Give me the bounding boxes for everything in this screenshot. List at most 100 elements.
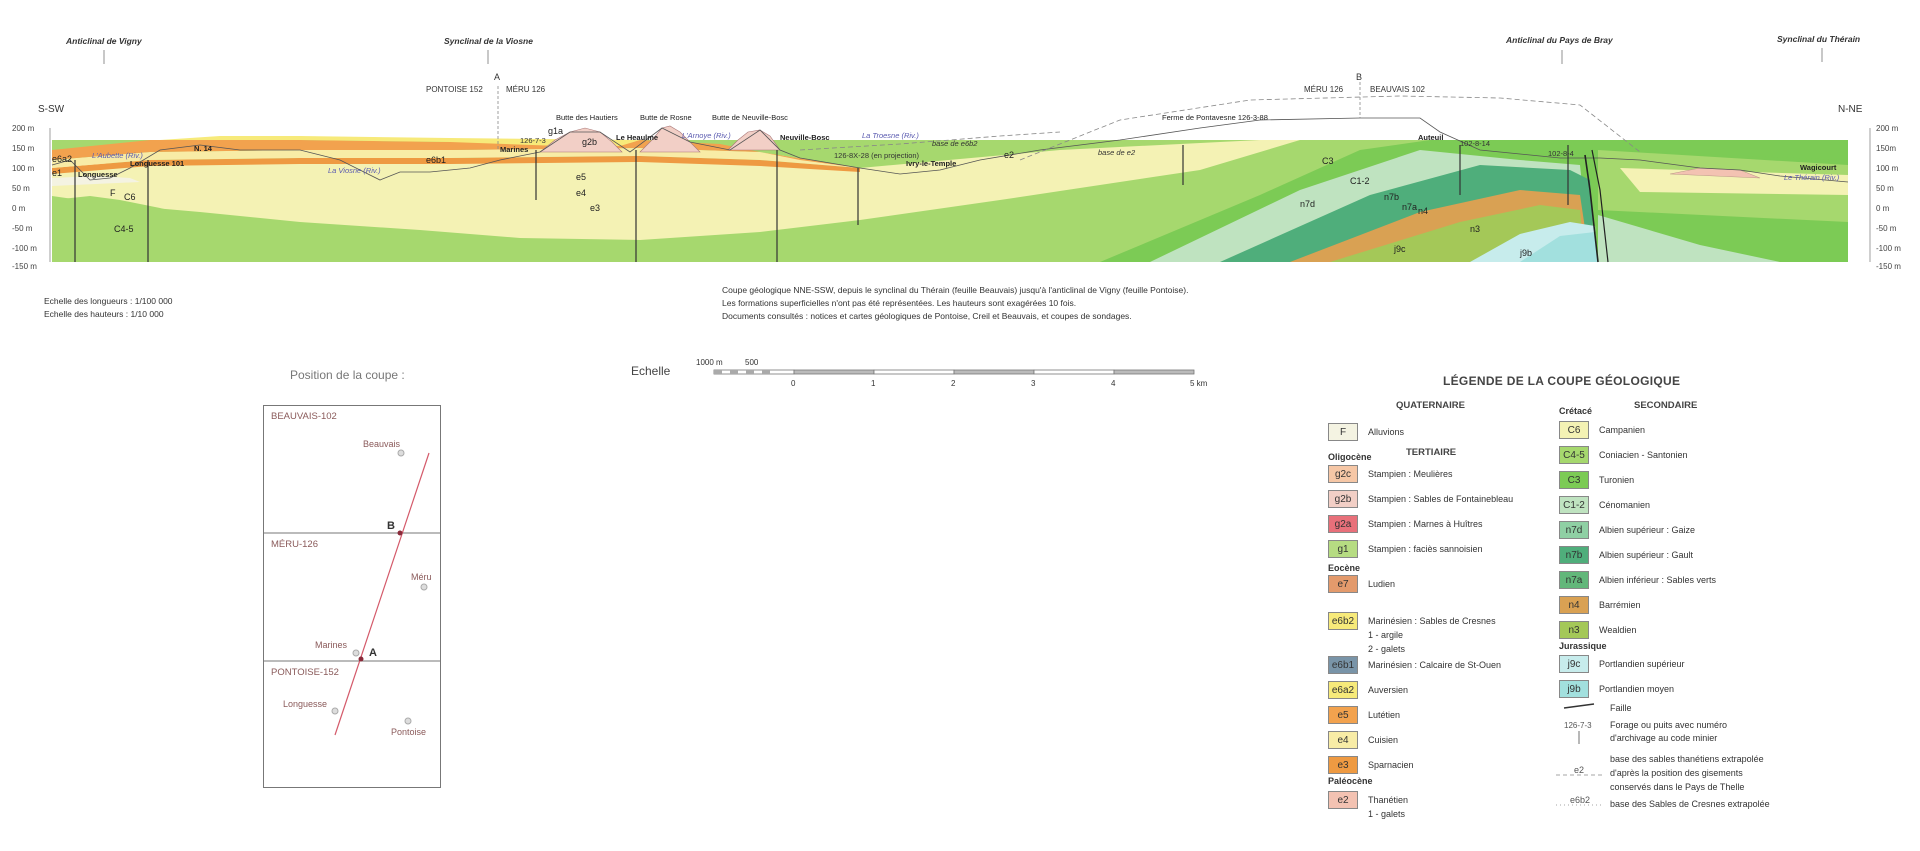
point-a-left: PONTOISE 152 <box>426 85 483 94</box>
formation-label: C3 <box>1322 156 1334 166</box>
formation-label: e5 <box>576 172 586 182</box>
legend-label: Auversien <box>1368 685 1409 695</box>
legend-label: Turonien <box>1599 475 1635 485</box>
legend-e6b2-code: e6b2 <box>1570 795 1590 805</box>
axis-right-label: -50 m <box>1876 224 1897 233</box>
fault-symbol <box>1563 703 1595 709</box>
direction-left: S-SW <box>38 104 65 115</box>
formation-label: n4 <box>1418 206 1428 216</box>
town-dot <box>404 717 412 725</box>
formation-label: C1-2 <box>1350 176 1370 186</box>
legend-swatch: n7b <box>1559 546 1589 564</box>
town-label: Méru <box>411 572 432 582</box>
legend-label: Campanien <box>1599 425 1646 435</box>
structure-label: Synclinal de la Viosne <box>444 36 533 46</box>
scale-tick: 4 <box>1111 379 1116 388</box>
legend-swatch: C1-2 <box>1559 496 1589 514</box>
point-a-right: MÉRU 126 <box>506 85 546 94</box>
place-label: Longuesse <box>78 170 118 179</box>
fault-bray-2 <box>1591 149 1609 263</box>
legend-label: Portlandien supérieur <box>1599 659 1685 669</box>
legend-e2-line: conservés dans le Pays de Thelle <box>1610 782 1744 792</box>
caption-line: Coupe géologique NNE-SSW, depuis le sync… <box>722 285 1189 295</box>
legend-borehole-line: d'archivage au code minier <box>1610 733 1717 743</box>
legend-tertiaire: TERTIAIRE <box>1406 447 1457 458</box>
legend-swatch: e3 <box>1328 756 1358 774</box>
location-map-title: Position de la coupe : <box>290 368 405 382</box>
axis-left-label: 0 m <box>12 204 26 213</box>
base-label: base de e2 <box>1098 148 1136 157</box>
place-label: Longuesse 101 <box>130 159 184 168</box>
axis-right-label: -100 m <box>1876 244 1901 253</box>
legend-borehole-line: Forage ou puits avec numéro <box>1610 720 1727 730</box>
legend-e6b2-line: base des Sables de Cresnes extrapolée <box>1610 799 1770 809</box>
formation-label: n3 <box>1470 224 1480 234</box>
axis-right: 200 m 150m 100 m 50 m 0 m -50 m -100 m -… <box>1869 124 1901 271</box>
structure-label: Synclinal du Thérain <box>1777 34 1860 44</box>
formation-label: j9c <box>1393 244 1406 254</box>
river-label: La Viosne (Riv.) <box>328 166 381 175</box>
town-dot <box>352 649 360 657</box>
town-label: Pontoise <box>391 727 426 737</box>
layer-e3 <box>52 156 860 174</box>
legend-label: Thanétien <box>1368 795 1409 805</box>
legend-label: Cuisien <box>1368 735 1399 745</box>
axis-left-label: -50 m <box>12 224 33 233</box>
formation-label: C6 <box>124 192 136 202</box>
axis-right-label: 50 m <box>1876 184 1894 193</box>
town-label: Beauvais <box>363 439 401 449</box>
legend-group: Eocène <box>1328 563 1361 573</box>
direction-right: N-NE <box>1838 104 1863 115</box>
axis-right-label: -150 m <box>1876 262 1901 271</box>
caption-line: Les formations superficielles n'ont pas … <box>722 298 1077 308</box>
legend-swatch: n7a <box>1559 571 1589 589</box>
legend-swatch: F <box>1328 423 1358 441</box>
legend-label: Barrémien <box>1599 600 1641 610</box>
ground-surface <box>51 117 1849 183</box>
legend-label: Albien supérieur : Gaize <box>1599 525 1696 535</box>
legend-label: Albien inférieur : Sables verts <box>1599 575 1717 585</box>
legend-label: Alluvions <box>1368 427 1405 437</box>
legend-label: Marinésien : Calcaire de St-Ouen <box>1368 660 1502 670</box>
town-label: Longuesse <box>283 699 327 709</box>
sheet-label: BEAUVAIS-102 <box>271 411 337 422</box>
borehole-label: 102-8-14 <box>1460 139 1490 148</box>
river-labels: L'Aubette (Riv.) La Viosne (Riv.) L'Arno… <box>92 131 1840 182</box>
formation-labels: e6a2 e1 F C6 C4-5 e6b1 e5 e4 e3 g1a g2b … <box>52 126 1532 258</box>
fault-bray <box>1584 154 1599 263</box>
legend-swatch: e5 <box>1328 706 1358 724</box>
structure-labels: Anticlinal de Vigny Synclinal de la Vios… <box>65 34 1860 64</box>
legend-label: Marinésien : Sables de Cresnes <box>1368 616 1496 626</box>
caption: Coupe géologique NNE-SSW, depuis le sync… <box>722 284 1188 323</box>
point-a-label: A <box>494 72 500 82</box>
sheet-label: PONTOISE-152 <box>271 667 339 678</box>
legend-extra: 1 - galets <box>1368 809 1406 819</box>
place-labels: Longuesse Longuesse 101 N. 14 Marines Le… <box>78 113 1837 179</box>
axis-left-label: 150 m <box>12 144 35 153</box>
point-label: A <box>369 647 377 659</box>
layer-c45-vigny <box>52 196 420 262</box>
place-label: Butte de Neuville-Bosc <box>712 113 788 122</box>
legend-extra: 2 - galets <box>1368 644 1406 654</box>
legend-swatch: e7 <box>1328 575 1358 593</box>
point-b-left: MÉRU 126 <box>1304 85 1344 94</box>
legend-swatch: j9c <box>1559 655 1589 673</box>
section-trace <box>334 452 430 736</box>
legend-swatch: e2 <box>1328 791 1358 809</box>
layer-e6a2 <box>160 136 640 146</box>
legend-swatch: n4 <box>1559 596 1589 614</box>
caption-line: Documents consultés : notices et cartes … <box>722 311 1132 321</box>
place-label: Marines <box>500 145 528 154</box>
scale-heights: Echelle des hauteurs : 1/10 000 <box>44 309 164 319</box>
place-label: Butte de Rosne <box>640 113 692 122</box>
formation-label: e6a2 <box>52 154 72 164</box>
town-label: Marines <box>315 640 348 650</box>
point-b-dot <box>397 530 403 536</box>
axis-right-label: 150m <box>1876 144 1896 153</box>
place-label: Auteuil <box>1418 133 1443 142</box>
legend-quaternaire: QUATERNAIRE <box>1396 400 1465 411</box>
place-label: Butte des Hautiers <box>556 113 618 122</box>
point-a-dot <box>358 656 364 662</box>
legend-e2-line: d'après la position des gisements <box>1610 768 1743 778</box>
location-map: BEAUVAIS-102 MÉRU-126 PONTOISE-152 Beauv… <box>263 405 441 788</box>
